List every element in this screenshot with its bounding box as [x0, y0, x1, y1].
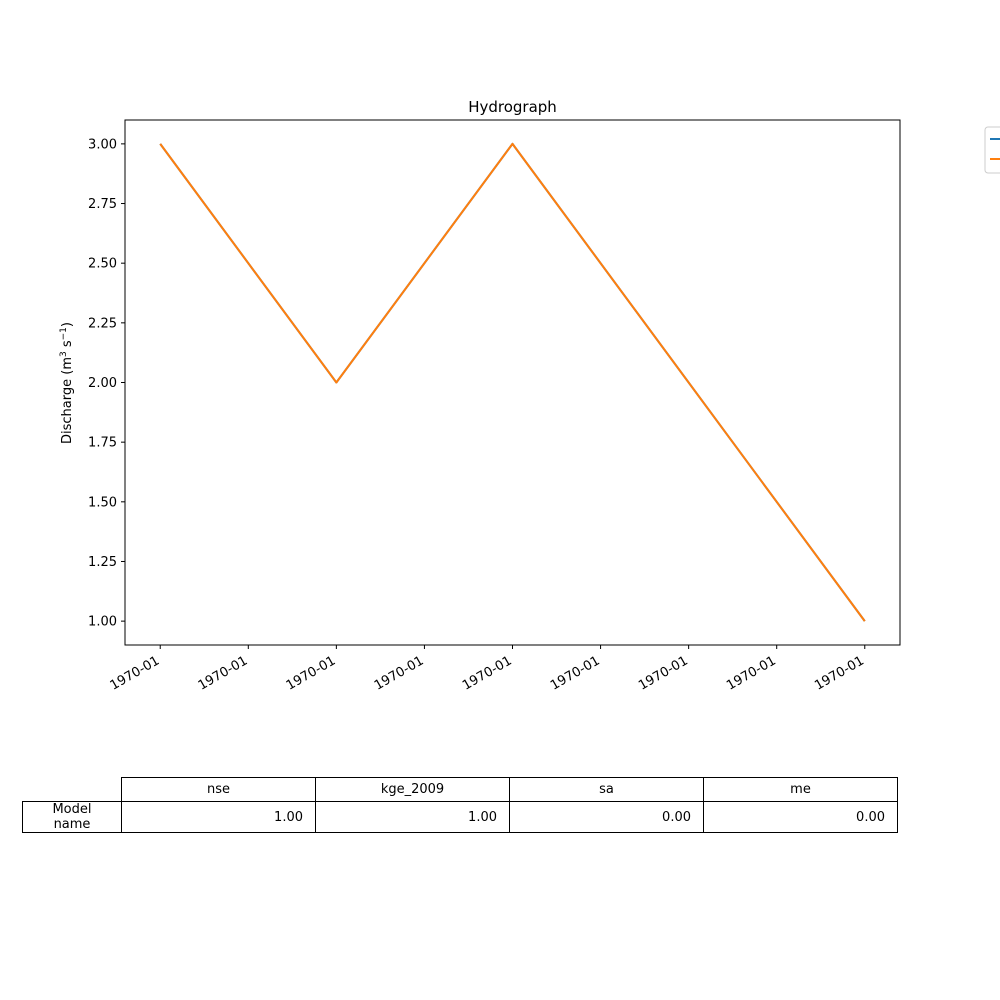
y-tick-label: 1.25 [88, 555, 117, 570]
y-tick-label: 1.75 [88, 436, 117, 451]
table-header-row: nse kge_2009 sa me [23, 777, 898, 802]
x-tick-label: 1970-01 [548, 653, 603, 693]
legend-box [984, 126, 1000, 174]
legend [984, 126, 1000, 174]
x-axis: 1970-01 1970-01 1970-01 1970-01 1970-01 1970-… [108, 645, 867, 694]
y-tick-label: 3.00 [88, 137, 117, 152]
table-row: Model name 1.00 1.00 0.00 0.00 [22, 801, 898, 833]
table-corner [23, 778, 122, 802]
column-header-kge-2009: kge_2009 [315, 777, 510, 802]
column-header-me: me [703, 777, 898, 802]
x-tick-label: 1970-01 [460, 653, 515, 693]
cell-sa: 0.00 [509, 801, 704, 833]
y-tick-label: 1.50 [88, 495, 117, 510]
series-layer [159, 142, 866, 622]
column-header-nse: nse [121, 777, 316, 802]
y-tick-label: 2.50 [88, 257, 117, 272]
y-tick-label: 2.75 [88, 197, 117, 212]
x-tick-label: 1970-01 [724, 653, 779, 693]
y-tick-label: 2.25 [88, 316, 117, 331]
x-tick-label: 1970-01 [284, 653, 339, 693]
y-tick-label: 2.00 [88, 376, 117, 391]
cell-kge-2009: 1.00 [315, 801, 510, 833]
x-tick-label: 1970-01 [636, 653, 691, 693]
x-tick-label: 1970-01 [196, 653, 251, 693]
cell-nse: 1.00 [121, 801, 316, 833]
x-tick-label: 1970-01 [812, 653, 867, 693]
row-label: Model name [22, 801, 122, 833]
cell-me: 0.00 [703, 801, 898, 833]
y-axis: 1.00 1.25 1.50 1.75 2.00 2.25 2.50 2.75 3.00 [88, 137, 125, 630]
column-header-sa: sa [509, 777, 704, 802]
chart-title: Hydrograph [468, 98, 557, 116]
x-tick-label: 1970-01 [372, 653, 427, 693]
plot-area [124, 119, 901, 646]
series-line [159, 142, 866, 622]
y-axis-label: Discharge (m3 s−1) [59, 322, 75, 444]
y-tick-label: 1.00 [88, 615, 117, 630]
metrics-table: nse kge_2009 sa me Model name 1.00 1.00 … [22, 777, 898, 833]
x-tick-label: 1970-01 [108, 653, 163, 693]
